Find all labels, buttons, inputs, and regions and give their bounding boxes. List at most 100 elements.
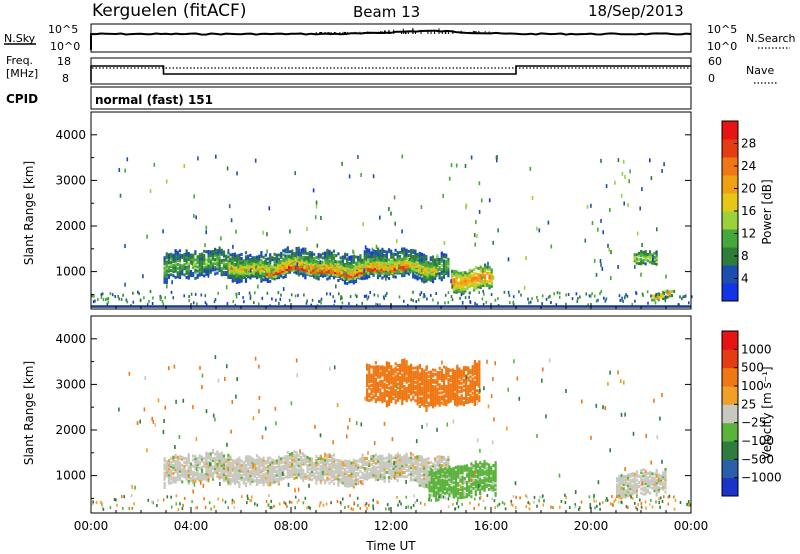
heatmap-cell xyxy=(268,271,271,275)
heatmap-cell xyxy=(464,283,467,287)
heatmap-cell xyxy=(332,257,336,261)
heatmap-cell xyxy=(423,404,426,408)
heatmap-cell xyxy=(670,290,673,293)
heatmap-cell xyxy=(479,284,482,287)
heatmap-cell xyxy=(165,266,168,270)
heatmap-cell xyxy=(416,371,419,375)
heatmap-cell xyxy=(392,380,395,384)
heatmap-cell xyxy=(420,461,424,465)
heatmap-cell xyxy=(446,491,449,495)
heatmap-cell xyxy=(462,283,465,287)
heatmap-cell xyxy=(374,383,377,387)
heatmap-cell xyxy=(232,263,236,267)
heatmap-cell xyxy=(379,462,382,466)
heatmap-cell xyxy=(450,163,453,168)
heatmap-cell xyxy=(529,166,532,171)
heatmap-cell xyxy=(352,279,355,283)
heatmap-cell xyxy=(439,489,442,493)
heatmap-cell xyxy=(326,466,329,470)
heatmap-cell xyxy=(178,465,182,469)
heatmap-cell xyxy=(277,463,281,467)
nave-label: Nave xyxy=(746,64,774,77)
heatmap-cell xyxy=(269,483,272,487)
heatmap-cell xyxy=(428,485,431,489)
heatmap-cell xyxy=(346,460,349,463)
heatmap-cell xyxy=(303,293,305,297)
heatmap-cell xyxy=(418,467,421,471)
heatmap-cell xyxy=(457,473,460,477)
nsearch-tick-bottom: 10^0 xyxy=(707,40,737,53)
heatmap-cell xyxy=(255,265,259,269)
heatmap-cell xyxy=(403,368,406,372)
heatmap-cell xyxy=(236,464,239,468)
heatmap-cell xyxy=(227,276,230,280)
heatmap-cell xyxy=(235,292,238,296)
heatmap-cell xyxy=(468,489,471,493)
heatmap-cell xyxy=(247,254,250,258)
heatmap-cell xyxy=(379,398,382,402)
heatmap-cell xyxy=(482,289,484,293)
heatmap-cell xyxy=(299,476,303,480)
heatmap-cell xyxy=(388,366,391,370)
heatmap-cell xyxy=(405,465,408,468)
heatmap-cell xyxy=(345,264,348,268)
heatmap-cell xyxy=(167,465,171,469)
heatmap-cell xyxy=(236,254,239,258)
heatmap-cell xyxy=(601,266,604,271)
heatmap-cell xyxy=(192,472,195,476)
heatmap-cell xyxy=(217,265,219,270)
heatmap-cell xyxy=(356,273,359,277)
heatmap-cell xyxy=(490,478,493,482)
heatmap-cell xyxy=(119,193,122,198)
heatmap-cell xyxy=(483,470,486,474)
heatmap-cell xyxy=(365,251,369,255)
heatmap-cell xyxy=(225,258,228,262)
heatmap-cell xyxy=(451,276,454,279)
heatmap-cell xyxy=(610,276,612,280)
heatmap-cell xyxy=(241,263,244,267)
heatmap-cell xyxy=(306,460,309,463)
heatmap-cell xyxy=(409,456,413,459)
heatmap-cell xyxy=(451,280,454,284)
heatmap-cell xyxy=(345,268,348,272)
heatmap-cell xyxy=(214,456,217,460)
heatmap-cell xyxy=(236,470,239,474)
heatmap-cell xyxy=(635,257,638,261)
heatmap-cell xyxy=(397,261,401,265)
heatmap-cell xyxy=(189,255,193,259)
heatmap-cell xyxy=(418,276,421,280)
heatmap-cell xyxy=(399,365,402,369)
heatmap-cell xyxy=(282,464,285,468)
heatmap-cell xyxy=(446,470,449,474)
heatmap-cell xyxy=(288,475,292,479)
heatmap-cell xyxy=(399,386,402,390)
heatmap-cell xyxy=(314,269,317,273)
heatmap-cell xyxy=(378,260,381,264)
heatmap-cell xyxy=(383,366,386,370)
heatmap-cell xyxy=(470,462,473,466)
heatmap-cell xyxy=(376,276,380,280)
heatmap-cell xyxy=(377,365,380,369)
heatmap-cell xyxy=(410,378,413,381)
heatmap-cell xyxy=(286,461,289,465)
heatmap-cell xyxy=(252,261,255,265)
heatmap-cell xyxy=(441,468,444,472)
heatmap-cell xyxy=(279,267,282,271)
heatmap-cell xyxy=(367,271,370,275)
heatmap-cell xyxy=(187,481,190,485)
heatmap-cell xyxy=(403,464,406,468)
heatmap-cell xyxy=(401,379,404,383)
heatmap-cell xyxy=(487,467,491,471)
heatmap-cell xyxy=(443,491,447,495)
heatmap-cell xyxy=(401,393,404,397)
heatmap-cell xyxy=(625,293,627,297)
heatmap-cell xyxy=(358,266,361,270)
heatmap-cell xyxy=(479,275,482,279)
heatmap-cell xyxy=(350,465,353,469)
heatmap-cell xyxy=(462,275,465,279)
heatmap-cell xyxy=(407,367,410,371)
heatmap-cell xyxy=(209,250,212,254)
heatmap-cell xyxy=(209,474,212,478)
heatmap-cell xyxy=(372,458,375,462)
heatmap-cell xyxy=(448,484,451,487)
